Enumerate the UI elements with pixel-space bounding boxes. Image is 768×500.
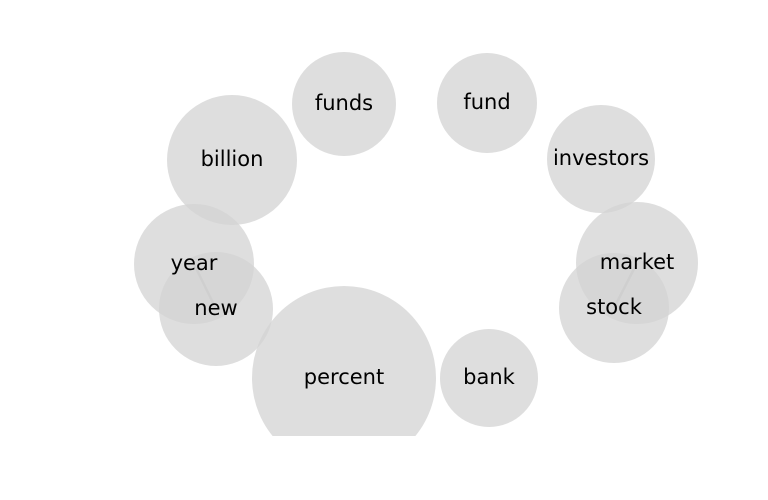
node-bubble-percent bbox=[252, 286, 436, 436]
node-bubble-bank bbox=[440, 329, 538, 427]
node-bubble-new bbox=[159, 252, 273, 366]
node-bubble-investors bbox=[547, 105, 655, 213]
node-bubble-stock bbox=[559, 253, 669, 363]
node-label-new: new bbox=[194, 296, 237, 320]
node-label-stock: stock bbox=[586, 295, 643, 319]
node-bubble-funds bbox=[292, 52, 396, 156]
node-label-funds: funds bbox=[315, 91, 373, 115]
node-label-year: year bbox=[171, 251, 218, 275]
node-label-billion: billion bbox=[201, 147, 264, 171]
labels-layer: funds fund billion investors year market new st… bbox=[171, 90, 675, 389]
node-label-percent: percent bbox=[304, 365, 384, 389]
node-bubble-fund bbox=[437, 53, 537, 153]
node-bubble-billion bbox=[167, 95, 297, 225]
node-label-market: market bbox=[600, 250, 675, 274]
nodes-layer bbox=[134, 52, 698, 436]
node-label-investors: investors bbox=[553, 146, 649, 170]
node-label-fund: fund bbox=[463, 90, 510, 114]
node-label-bank: bank bbox=[463, 365, 516, 389]
